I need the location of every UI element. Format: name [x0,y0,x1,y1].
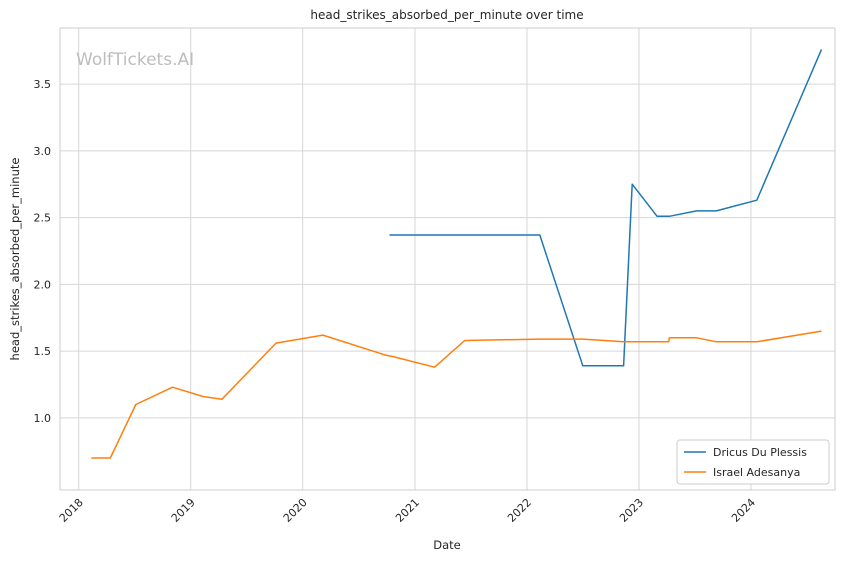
x-tick-label: 2018 [57,496,86,525]
y-tick-label: 3.0 [34,145,52,158]
y-tick-label: 1.0 [34,412,52,425]
x-tick-label: 2021 [393,496,422,525]
x-axis-label: Date [433,538,461,552]
chart-title: head_strikes_absorbed_per_minute over ti… [310,8,583,22]
y-tick-label: 2.0 [34,278,52,291]
y-tick-labels: 1.0 1.5 2.0 2.5 3.0 3.5 [34,78,52,425]
y-tick-label: 3.5 [34,78,52,91]
x-tick-label: 2020 [281,496,310,525]
x-tick-labels: 2018 2019 2020 2021 2022 2023 2024 [57,496,758,525]
series-line-israel-adesanya [91,330,822,459]
series-line-dricus-du-plessis [389,49,823,367]
x-tick-label: 2024 [729,496,758,525]
legend-label: Israel Adesanya [713,466,800,479]
legend-label: Dricus Du Plessis [713,446,807,459]
y-tick-label: 1.5 [34,345,52,358]
x-tick-label: 2019 [169,496,198,525]
legend: Dricus Du Plessis Israel Adesanya [676,439,830,485]
y-tick-label: 2.5 [34,212,52,225]
x-tick-label: 2022 [505,496,534,525]
y-axis-label: head_strikes_absorbed_per_minute [8,158,22,361]
legend-box [676,439,830,485]
series-layer [91,49,823,459]
grid-lines [60,28,835,490]
plot-frame [59,27,836,491]
x-tick-label: 2023 [617,496,646,525]
watermark: WolfTickets.AI [76,50,194,70]
